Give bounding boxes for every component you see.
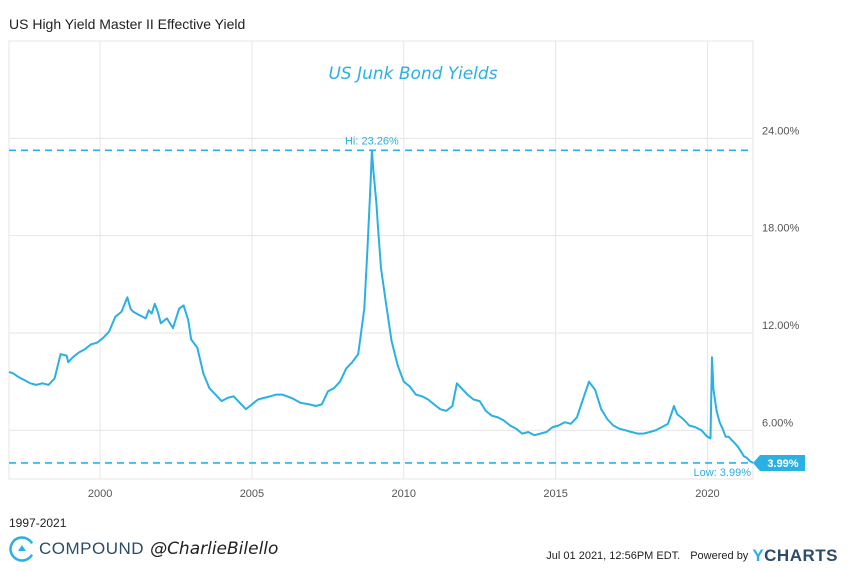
y-tick-label: 12.00% [762, 320, 800, 332]
axis-labels: 6.00% 12.00% 18.00% 24.00% 2000 2005 2010 2015 2… [88, 125, 805, 500]
x-tick-label: 2010 [392, 488, 416, 500]
compound-logo-icon [9, 536, 35, 562]
annotation-title: US Junk Bond Yields [328, 64, 497, 84]
last-value-text: 3.99% [767, 458, 798, 470]
x-tick-label: 2005 [240, 488, 264, 500]
x-tick-label: 2000 [88, 488, 112, 500]
high-label: Hi: 23.26% [345, 135, 399, 147]
y-tick-label: 24.00% [762, 125, 800, 137]
date-range: 1997-2021 [9, 516, 67, 530]
low-label: Low: 3.99% [694, 467, 752, 479]
reference-lines: Hi: 23.26% Low: 3.99% [9, 135, 753, 479]
ycharts-logo: YCHARTS [752, 546, 838, 566]
grid-lines [9, 41, 753, 479]
timestamp: Jul 01 2021, 12:56PM EDT. [546, 550, 681, 562]
ycharts-logo-text: CHARTS [764, 546, 838, 565]
y-tick-label: 6.00% [762, 417, 793, 429]
last-value-badge [753, 454, 805, 471]
x-tick-label: 2020 [695, 488, 719, 500]
footer-credits: Jul 01 2021, 12:56PM EDT. Powered by YCH… [546, 546, 838, 566]
powered-by-label: Powered by [690, 550, 749, 562]
author-handle: @CharlieBilello [150, 539, 279, 559]
ycharts-logo-y: Y [752, 546, 765, 565]
y-tick-label: 18.00% [762, 223, 800, 235]
x-tick-label: 2015 [543, 488, 567, 500]
brand: COMPOUND @CharlieBilello [9, 535, 278, 563]
last-value-tag: 3.99% [753, 454, 805, 471]
brand-name: COMPOUND [39, 539, 145, 558]
chart-title: US High Yield Master II Effective Yield [9, 16, 246, 32]
series-line [8, 149, 754, 464]
